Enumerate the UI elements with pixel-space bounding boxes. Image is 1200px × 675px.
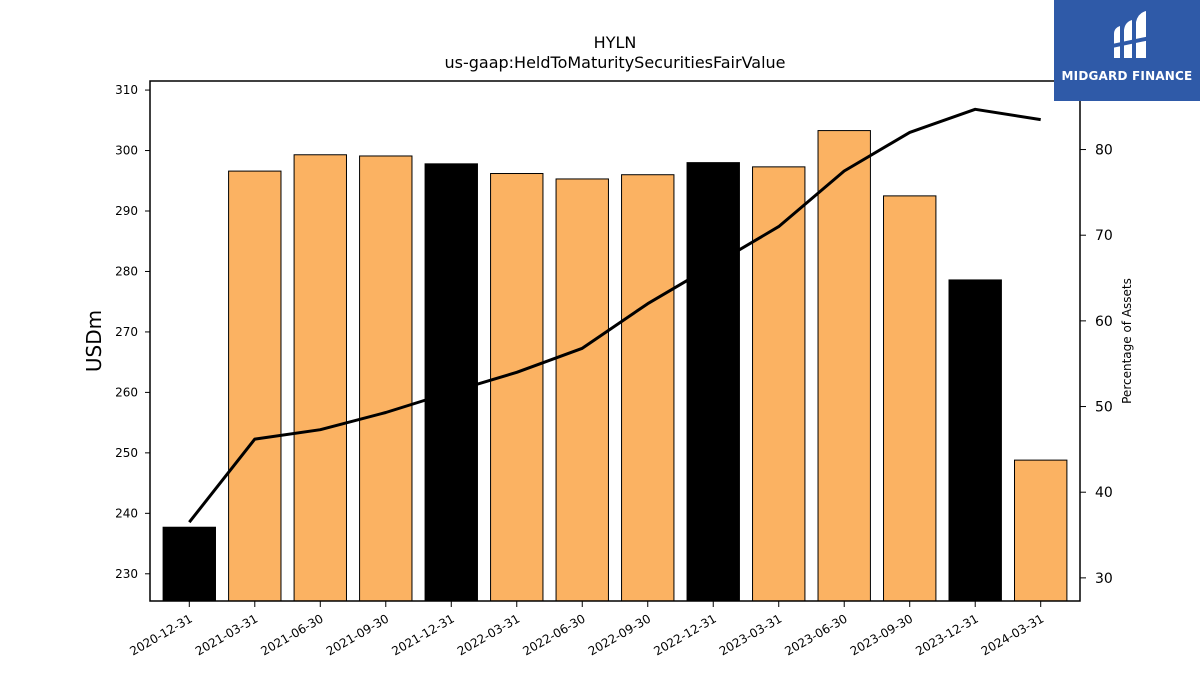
x-tick-label: 2022-09-30 xyxy=(586,611,653,658)
bar xyxy=(359,155,413,602)
bar xyxy=(424,163,478,602)
x-tick-label: 2023-09-30 xyxy=(848,611,915,658)
percentage-line xyxy=(188,107,1041,524)
y-tick-label: 310 xyxy=(115,83,138,97)
right-axis-ticks: 30 40 50 60 70 80 xyxy=(1080,143,1113,587)
x-tick-label: 2022-06-30 xyxy=(520,611,587,658)
bar xyxy=(555,178,609,602)
y2-tick-label: 70 xyxy=(1095,228,1113,244)
bar xyxy=(162,526,216,602)
x-tick-label: 2021-03-31 xyxy=(193,611,260,658)
x-tick-label: 2021-06-30 xyxy=(258,611,325,658)
bar xyxy=(490,173,544,602)
y2-tick-label: 30 xyxy=(1095,571,1113,587)
x-tick-label: 2023-06-30 xyxy=(782,611,849,658)
y2-tick-label: 50 xyxy=(1095,400,1113,416)
midgard-finance-logo: MIDGARD FINANCE xyxy=(1054,0,1200,101)
x-tick-label: 2021-12-31 xyxy=(389,611,456,658)
bar xyxy=(1014,459,1068,602)
bar xyxy=(883,195,937,602)
bar xyxy=(293,154,347,602)
y2-tick-label: 80 xyxy=(1095,143,1113,159)
left-axis-ticks: 230 240 250 260 270 280 290 300 310 xyxy=(115,83,150,581)
x-tick-label: 2022-03-31 xyxy=(455,611,522,658)
logo-text: MIDGARD FINANCE xyxy=(1061,69,1193,83)
bar xyxy=(686,162,740,602)
x-tick-label: 2024-03-31 xyxy=(979,611,1046,658)
chart-title: HYLN xyxy=(594,33,637,52)
y-tick-label: 250 xyxy=(115,446,138,460)
bars-layer xyxy=(162,130,1068,602)
y-tick-label: 270 xyxy=(115,325,138,339)
plot-frame xyxy=(149,80,1081,602)
chart-subtitle: us-gaap:HeldToMaturitySecuritiesFairValu… xyxy=(444,53,785,72)
logo-mark-icon xyxy=(1112,11,1150,58)
bar xyxy=(752,166,806,602)
y-axis-label: USDm xyxy=(82,310,106,372)
x-tick-label: 2022-12-31 xyxy=(651,611,718,658)
y-tick-label: 240 xyxy=(115,506,138,520)
x-tick-label: 2023-12-31 xyxy=(913,611,980,658)
y2-tick-label: 60 xyxy=(1095,314,1113,330)
y-tick-label: 290 xyxy=(115,204,138,218)
y-tick-label: 260 xyxy=(115,385,138,399)
bar xyxy=(817,130,871,602)
bar xyxy=(228,170,282,602)
y-tick-label: 280 xyxy=(115,264,138,278)
bar xyxy=(948,279,1002,602)
y2-tick-label: 40 xyxy=(1095,485,1113,501)
y-tick-label: 230 xyxy=(115,567,138,581)
y2-axis-label: Percentage of Assets xyxy=(1120,278,1134,404)
x-axis-ticks: 2020-12-312021-03-312021-06-302021-09-30… xyxy=(127,601,1046,658)
x-tick-label: 2023-03-31 xyxy=(717,611,784,658)
x-tick-label: 2020-12-31 xyxy=(127,611,194,658)
bar xyxy=(621,174,675,602)
y-tick-label: 300 xyxy=(115,144,138,158)
x-tick-label: 2021-09-30 xyxy=(324,611,391,658)
